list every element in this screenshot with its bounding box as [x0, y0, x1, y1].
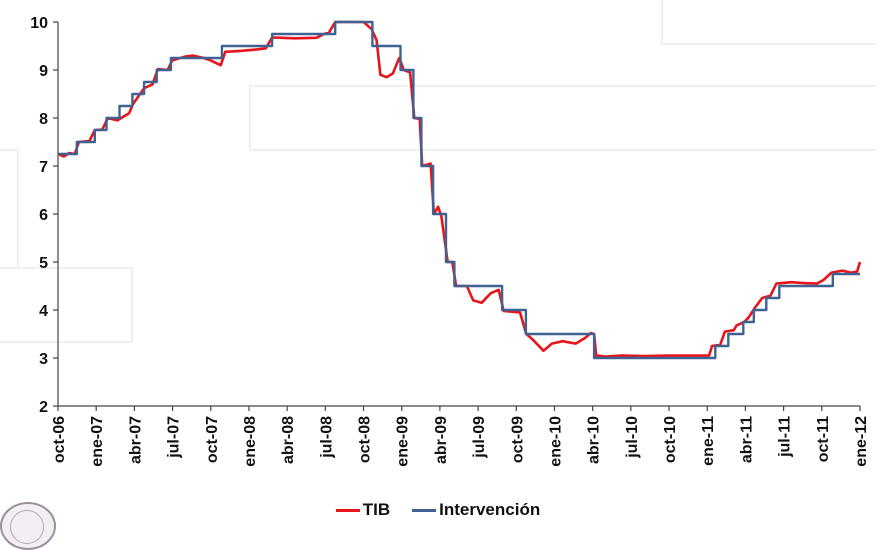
- legend-label-intervencion: Intervención: [439, 500, 541, 519]
- y-tick-label: 8: [39, 111, 48, 128]
- series-line-tib: [57, 20, 862, 358]
- series-layer: [57, 20, 862, 360]
- x-tick-label: abr-08: [280, 416, 297, 464]
- x-tick-label: abr-11: [738, 416, 755, 463]
- legend-item-intervencion: Intervención: [412, 500, 540, 520]
- x-tick-label: ene-12: [853, 416, 870, 467]
- y-tick-label: 5: [39, 255, 48, 272]
- x-tick-label: jul-09: [471, 416, 488, 459]
- x-tick-label: ene-08: [242, 416, 259, 467]
- x-tick-label: oct-11: [815, 416, 832, 462]
- y-tick-label: 2: [39, 399, 48, 416]
- institution-seal-icon: [0, 502, 56, 550]
- x-tick-label: ene-09: [395, 416, 412, 467]
- x-tick-label: ene-11: [700, 416, 717, 466]
- x-tick-label: ene-10: [547, 416, 564, 467]
- x-tick-label: jul-07: [166, 416, 183, 459]
- x-tick-label: oct-09: [509, 416, 526, 463]
- legend-swatch-tib: [335, 508, 360, 512]
- y-axis: 2 3 4 5 6 7 8 9 10: [30, 15, 59, 416]
- y-tick-label: 10: [30, 15, 48, 32]
- legend-swatch-intervencion: [412, 508, 437, 512]
- background-panel-left: [0, 149, 19, 269]
- x-tick-label: oct-08: [357, 416, 374, 463]
- legend: TIB Intervención: [0, 499, 876, 521]
- x-tick-label: jul-11: [777, 416, 794, 458]
- background-panels: [0, 0, 876, 343]
- legend-item-tib: TIB: [335, 500, 391, 520]
- x-tick-label: abr-07: [127, 416, 144, 464]
- x-tick-label: jul-10: [624, 416, 641, 459]
- background-panel-lower-left: [0, 267, 133, 343]
- background-panel-middle: [249, 85, 876, 151]
- x-tick-label: oct-10: [662, 416, 679, 463]
- background-panel-top-right: [661, 0, 876, 45]
- legend-label-tib: TIB: [362, 500, 391, 519]
- y-tick-label: 3: [39, 351, 48, 368]
- y-tick-label: 7: [39, 159, 48, 176]
- y-tick-label: 9: [39, 63, 48, 80]
- x-tick-label: jul-08: [318, 416, 335, 459]
- x-tick-label: abr-10: [586, 416, 603, 464]
- x-tick-label: oct-07: [204, 416, 221, 463]
- x-tick-label: oct-06: [51, 416, 68, 463]
- y-tick-label: 4: [39, 303, 48, 320]
- x-axis: oct-06 ene-07 abr-07 jul-07 oct-07 ene-08 abr-…: [51, 405, 870, 467]
- x-tick-label: abr-09: [433, 416, 450, 464]
- y-tick-label: 6: [39, 207, 48, 224]
- series-line-intervencion: [58, 20, 860, 360]
- x-tick-label: ene-07: [89, 416, 106, 467]
